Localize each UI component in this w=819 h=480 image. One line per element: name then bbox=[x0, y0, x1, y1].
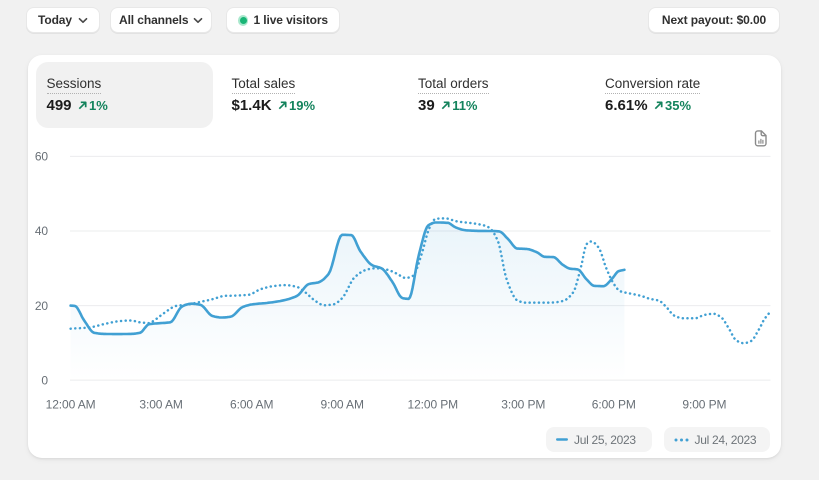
svg-text:6:00 AM: 6:00 AM bbox=[230, 397, 273, 411]
svg-text:3:00 PM: 3:00 PM bbox=[501, 397, 545, 411]
svg-text:20: 20 bbox=[35, 299, 49, 313]
svg-text:60: 60 bbox=[35, 150, 49, 164]
svg-text:40: 40 bbox=[35, 224, 49, 238]
svg-text:3:00 AM: 3:00 AM bbox=[139, 397, 182, 411]
svg-text:12:00 PM: 12:00 PM bbox=[408, 397, 459, 411]
svg-text:9:00 PM: 9:00 PM bbox=[682, 397, 726, 411]
svg-text:9:00 AM: 9:00 AM bbox=[321, 397, 364, 411]
svg-text:6:00 PM: 6:00 PM bbox=[592, 397, 636, 411]
svg-text:12:00 AM: 12:00 AM bbox=[46, 397, 96, 411]
svg-text:0: 0 bbox=[41, 373, 48, 387]
